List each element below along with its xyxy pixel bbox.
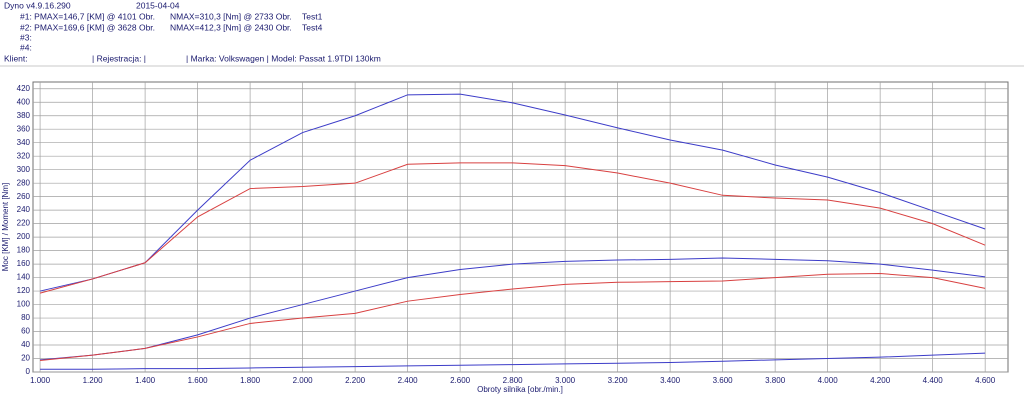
y-tick-label: 360 [17, 124, 31, 133]
y-tick-label: 400 [17, 97, 31, 106]
run-label: #2: PMAX=169,6 [KM] @ 3628 Obr. [20, 22, 155, 32]
y-tick-label: 420 [17, 84, 31, 93]
y-tick-label: 260 [17, 192, 31, 201]
client: Klient: [4, 53, 28, 63]
y-tick-label: 60 [21, 327, 30, 336]
x-tick-label: 1.400 [135, 376, 156, 385]
series-line [40, 352, 986, 370]
x-tick-label: 1.600 [188, 376, 209, 385]
y-tick-label: 380 [17, 111, 31, 120]
registration: | Rejestracja: | [92, 53, 146, 63]
y-tick-label: 100 [17, 300, 31, 309]
x-tick-label: 1.800 [240, 376, 261, 385]
run-name: Test4 [302, 22, 323, 32]
run-nmax: NMAX=310,3 [Nm] @ 2733 Obr. [170, 11, 292, 21]
y-tick-label: 300 [17, 165, 31, 174]
x-tick-label: 1.200 [83, 376, 104, 385]
y-tick-label: 120 [17, 286, 31, 295]
y-tick-label: 40 [21, 340, 30, 349]
x-tick-label: 4.400 [923, 376, 944, 385]
y-tick-label: 160 [17, 259, 31, 268]
run-nmax: NMAX=412,3 [Nm] @ 2430 Obr. [170, 22, 292, 32]
y-tick-label: 180 [17, 246, 31, 255]
y-tick-label: 320 [17, 151, 31, 160]
series-line [39, 93, 986, 292]
y-tick-label: 220 [17, 219, 31, 228]
x-tick-label: 3.200 [608, 376, 629, 385]
program: Dyno v4.9.16.290 [4, 0, 71, 10]
x-tick-label: 4.600 [975, 376, 996, 385]
series-line [39, 162, 986, 294]
run-name: Test1 [302, 11, 323, 21]
x-tick-label: 2.200 [345, 376, 366, 385]
date: 2015-04-04 [136, 0, 180, 10]
y-axis-label: Moc [KM] / Moment [Nm] [1, 183, 10, 271]
x-tick-label: 2.000 [293, 376, 314, 385]
y-tick-label: 240 [17, 205, 31, 214]
x-tick-label: 4.000 [818, 376, 839, 385]
y-tick-label: 0 [26, 367, 31, 376]
y-tick-label: 140 [17, 273, 31, 282]
x-tick-label: 2.800 [503, 376, 524, 385]
run-label: #4: [20, 42, 32, 52]
series-line [40, 273, 986, 362]
run-label: #3: [20, 32, 32, 42]
x-tick-label: 3.000 [555, 376, 576, 385]
y-tick-label: 20 [21, 354, 30, 363]
x-axis-label: Obroty silnika [obr./min.] [477, 385, 563, 394]
y-tick-label: 200 [17, 232, 31, 241]
run-label: #1: PMAX=146,7 [KM] @ 4101 Obr. [20, 11, 155, 21]
x-tick-label: 3.800 [765, 376, 786, 385]
x-tick-label: 1.000 [30, 376, 51, 385]
y-tick-label: 340 [17, 138, 31, 147]
y-tick-label: 80 [21, 313, 30, 322]
x-tick-label: 2.600 [450, 376, 471, 385]
x-tick-label: 3.600 [713, 376, 734, 385]
plot-area [32, 81, 1009, 373]
x-tick-label: 2.400 [398, 376, 419, 385]
vehicle: | Marka: Volkswagen | Model: Passat 1.9T… [186, 53, 381, 63]
series-line [40, 257, 986, 361]
x-tick-label: 3.400 [660, 376, 681, 385]
y-tick-label: 280 [17, 178, 31, 187]
x-tick-label: 4.200 [870, 376, 891, 385]
